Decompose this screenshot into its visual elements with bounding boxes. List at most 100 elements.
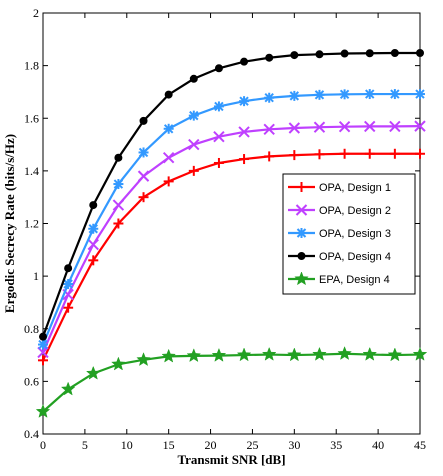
- data-point: [189, 74, 198, 83]
- legend-label: OPA, Design 3: [319, 228, 391, 240]
- data-point: [113, 179, 124, 190]
- x-tick-label: 45: [414, 438, 426, 452]
- data-point: [213, 130, 225, 143]
- data-point: [389, 148, 400, 159]
- legend: OPA, Design 1 OPA, Design 2 OPA, Design 3 O…: [282, 173, 416, 295]
- x-tick-label: 10: [121, 438, 133, 452]
- legend-marker: [294, 271, 309, 286]
- x-axis-label: Transmit SNR [dB]: [177, 452, 285, 467]
- x-tick-label: 35: [330, 438, 342, 452]
- data-point: [239, 96, 250, 107]
- series-line-4: [41, 51, 420, 338]
- data-point: [289, 90, 300, 101]
- data-point: [89, 201, 98, 210]
- data-point: [338, 120, 351, 133]
- data-point: [389, 89, 400, 100]
- data-point: [290, 51, 299, 60]
- data-point: [364, 120, 376, 133]
- data-point: [213, 157, 224, 168]
- y-tick-label: 1.6: [24, 111, 39, 125]
- data-point: [264, 151, 275, 162]
- data-point: [340, 49, 349, 58]
- data-point: [236, 347, 252, 362]
- data-point: [240, 57, 249, 66]
- data-point: [85, 365, 101, 380]
- data-point: [164, 90, 173, 99]
- data-point: [186, 348, 202, 363]
- y-tick-label: 1.4: [24, 164, 39, 178]
- data-point: [415, 148, 425, 159]
- data-point: [364, 89, 375, 100]
- data-point: [265, 53, 274, 62]
- data-point: [163, 123, 174, 134]
- series-line-5: [42, 352, 421, 413]
- legend-marker: [296, 182, 307, 192]
- data-point: [339, 89, 350, 100]
- data-point: [162, 152, 175, 164]
- legend-label: EPA, Design 4: [319, 274, 390, 286]
- data-point: [287, 347, 302, 362]
- data-point: [364, 148, 375, 159]
- data-point: [263, 123, 275, 136]
- data-point: [390, 48, 399, 57]
- data-point: [312, 346, 327, 361]
- legend-item: OPA, Design 1: [288, 182, 391, 194]
- legend-label: OPA, Design 4: [319, 251, 391, 263]
- y-tick-label: 2: [33, 6, 39, 20]
- data-point: [416, 48, 424, 57]
- x-tick-label: 40: [372, 438, 384, 452]
- y-tick-label: 0.8: [24, 322, 39, 336]
- y-tick-label: 0.4: [24, 427, 39, 441]
- x-tick-label: 15: [163, 438, 175, 452]
- data-point: [188, 138, 200, 151]
- legend-item: OPA, Design 4: [288, 251, 391, 263]
- x-tick-label: 5: [82, 438, 88, 452]
- data-point: [362, 346, 378, 361]
- data-point: [214, 64, 223, 73]
- legend-marker: [296, 228, 307, 238]
- data-point: [138, 147, 149, 158]
- data-point: [161, 348, 176, 363]
- series-line-2: [41, 125, 421, 353]
- x-tick-label: 25: [246, 438, 258, 452]
- series-1: [38, 148, 425, 366]
- series-2: [37, 120, 426, 359]
- legend-marker: [297, 252, 306, 260]
- data-point: [163, 176, 174, 187]
- data-point: [88, 223, 99, 234]
- legend-item: EPA, Design 4: [288, 271, 390, 286]
- data-point: [264, 92, 275, 103]
- data-point: [412, 346, 428, 361]
- data-point: [137, 170, 150, 182]
- y-tick-label: 0.6: [24, 374, 39, 388]
- data-point: [60, 381, 76, 396]
- legend-item: OPA, Design 3: [288, 228, 391, 240]
- data-point: [39, 332, 47, 341]
- data-point: [337, 346, 352, 360]
- series-line-3: [41, 92, 420, 345]
- x-tick-label: 20: [205, 438, 217, 452]
- y-tick-label: 1.8: [24, 59, 39, 73]
- data-point: [211, 347, 227, 362]
- series-3: [38, 89, 425, 350]
- data-point: [339, 148, 350, 159]
- series-4: [39, 48, 424, 341]
- data-point: [136, 352, 151, 367]
- data-point: [238, 126, 250, 138]
- data-point: [139, 116, 148, 125]
- data-point: [111, 356, 126, 371]
- data-point: [315, 50, 324, 59]
- data-point: [87, 238, 99, 251]
- data-point: [63, 302, 74, 313]
- data-point: [63, 279, 74, 290]
- data-point: [112, 199, 125, 211]
- data-point: [414, 120, 426, 132]
- data-point: [38, 355, 48, 366]
- data-point: [389, 120, 401, 133]
- legend-marker: [295, 204, 308, 216]
- y-tick-label: 1.2: [24, 217, 39, 231]
- x-tick-label: 0: [40, 438, 46, 452]
- data-point: [38, 339, 48, 350]
